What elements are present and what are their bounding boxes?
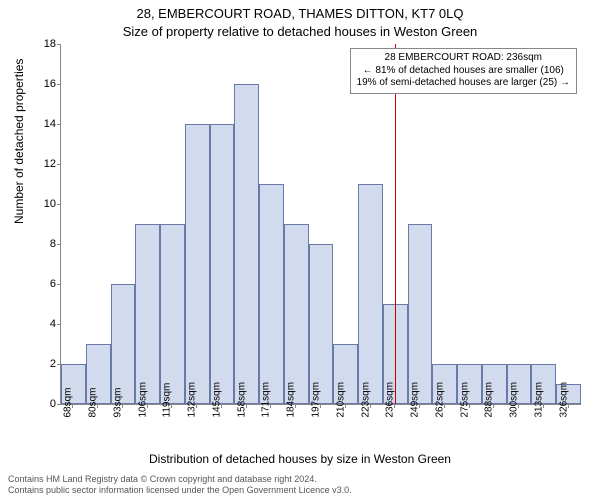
annotation-line: 28 EMBERCOURT ROAD: 236sqm: [357, 52, 570, 65]
reference-line: [395, 44, 396, 404]
histogram-bar: [210, 124, 235, 404]
y-tick-label: 4: [36, 318, 56, 330]
histogram-bar: [160, 224, 185, 404]
histogram-bar: [111, 284, 136, 404]
y-tick-label: 8: [36, 238, 56, 250]
annotation-box: 28 EMBERCOURT ROAD: 236sqm← 81% of detac…: [350, 48, 577, 94]
x-axis-label: Distribution of detached houses by size …: [0, 452, 600, 466]
y-tick-label: 6: [36, 278, 56, 290]
annotation-line: ← 81% of detached houses are smaller (10…: [357, 65, 570, 78]
y-tick-label: 2: [36, 358, 56, 370]
annotation-line: 19% of semi-detached houses are larger (…: [357, 77, 570, 90]
plot-area: 28 EMBERCOURT ROAD: 236sqm← 81% of detac…: [60, 44, 581, 405]
histogram-bar: [259, 184, 284, 404]
y-tick-label: 10: [36, 198, 56, 210]
histogram-bar: [309, 244, 334, 404]
histogram-bar: [358, 184, 383, 404]
y-tick-label: 16: [36, 78, 56, 90]
histogram-bar: [408, 224, 433, 404]
footer-line1: Contains HM Land Registry data © Crown c…: [8, 474, 352, 485]
chart-container: 28, EMBERCOURT ROAD, THAMES DITTON, KT7 …: [0, 0, 600, 500]
chart-title-line2: Size of property relative to detached ho…: [0, 24, 600, 39]
histogram-bar: [284, 224, 309, 404]
histogram-bar: [234, 84, 259, 404]
footer-attribution: Contains HM Land Registry data © Crown c…: [8, 474, 352, 496]
chart-title-line1: 28, EMBERCOURT ROAD, THAMES DITTON, KT7 …: [0, 6, 600, 21]
y-tick-label: 12: [36, 158, 56, 170]
y-tick-label: 0: [36, 398, 56, 410]
histogram-bar: [185, 124, 210, 404]
footer-line2: Contains public sector information licen…: [8, 485, 352, 496]
y-axis-label: Number of detached properties: [12, 59, 26, 224]
histogram-bar: [135, 224, 160, 404]
y-tick-label: 14: [36, 118, 56, 130]
y-tick-label: 18: [36, 38, 56, 50]
